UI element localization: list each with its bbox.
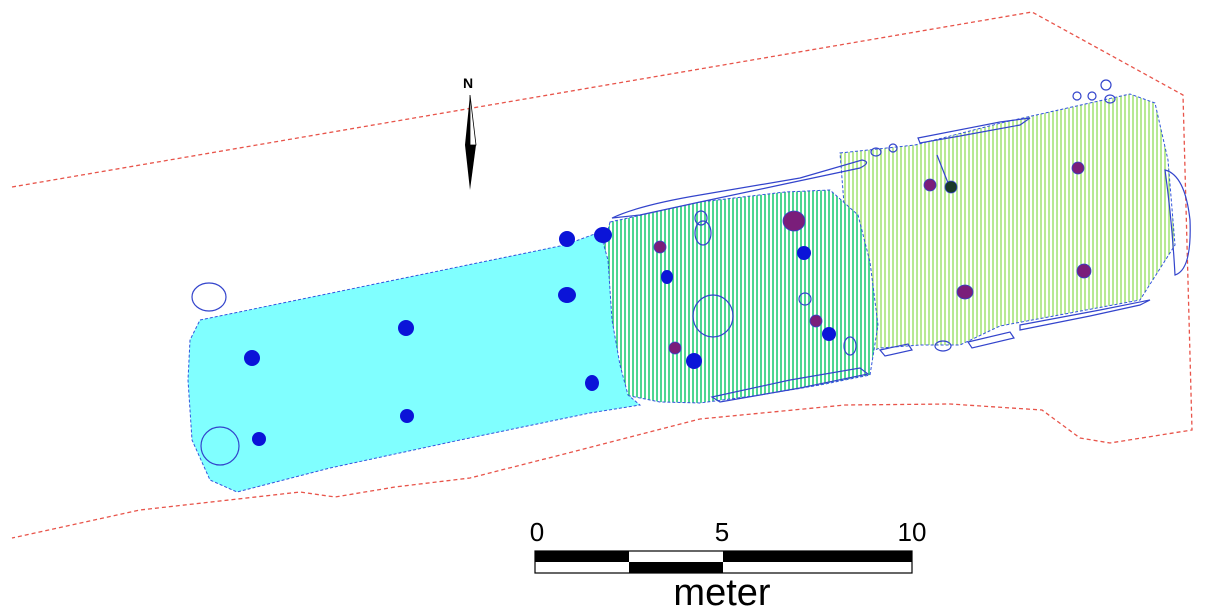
posthole — [923, 178, 937, 192]
posthole — [1076, 263, 1092, 279]
pit-outline — [798, 292, 812, 306]
posthole — [1071, 161, 1085, 175]
scale-bar: 0 5 10 meter — [530, 517, 927, 614]
scale-tick-label: 5 — [715, 517, 729, 547]
posthole — [559, 231, 575, 247]
posthole — [809, 314, 823, 328]
postholes-blue — [244, 227, 836, 446]
wall-trench-outline — [917, 117, 1031, 144]
pit-outline — [843, 336, 857, 356]
wall-trench-outline — [1164, 169, 1191, 276]
posthole — [252, 432, 266, 446]
hatched-area-east — [839, 93, 1176, 361]
wall-trench-outline — [1019, 299, 1151, 331]
posthole — [686, 353, 702, 369]
posthole — [594, 227, 612, 243]
posthole — [653, 240, 667, 254]
wall-trench-outline — [967, 331, 1015, 349]
posthole — [944, 180, 958, 194]
posthole — [797, 246, 811, 260]
scale-tick-label: 0 — [530, 517, 544, 547]
posthole — [558, 287, 576, 303]
pit-outline — [1104, 94, 1116, 104]
wall-trench-outline — [878, 343, 913, 357]
wall-trench-outline — [611, 159, 868, 219]
wall-trench-outline — [710, 367, 870, 403]
pit-outline — [934, 340, 952, 352]
pit-outline — [692, 294, 734, 338]
cyan-area-west — [187, 231, 642, 493]
pit-outline — [870, 147, 882, 157]
hatched-area-middle — [602, 189, 879, 404]
pit-outline — [888, 143, 898, 153]
excavation-boundary — [11, 11, 1193, 539]
posthole — [400, 409, 414, 423]
pit-outline — [694, 220, 712, 246]
pit-outline — [1072, 91, 1082, 101]
posthole — [668, 341, 682, 355]
scale-unit-label: meter — [673, 572, 770, 614]
pit-outline — [694, 210, 708, 226]
postholes-dark — [944, 180, 958, 194]
posthole — [782, 210, 806, 232]
pit-outline — [1100, 79, 1112, 91]
posthole — [661, 270, 673, 284]
scale-tick-label: 10 — [898, 517, 927, 547]
north-label: N — [463, 75, 473, 91]
pit-outline — [200, 426, 240, 466]
postholes-purple — [653, 161, 1092, 355]
posthole — [398, 320, 414, 336]
feature-outlines — [191, 79, 1191, 466]
posthole — [585, 375, 599, 391]
posthole — [956, 284, 974, 300]
north-arrow: N — [463, 75, 477, 190]
pit-outline — [191, 282, 227, 312]
pit-outline — [1087, 91, 1097, 101]
posthole — [822, 327, 836, 341]
posthole — [244, 350, 260, 366]
